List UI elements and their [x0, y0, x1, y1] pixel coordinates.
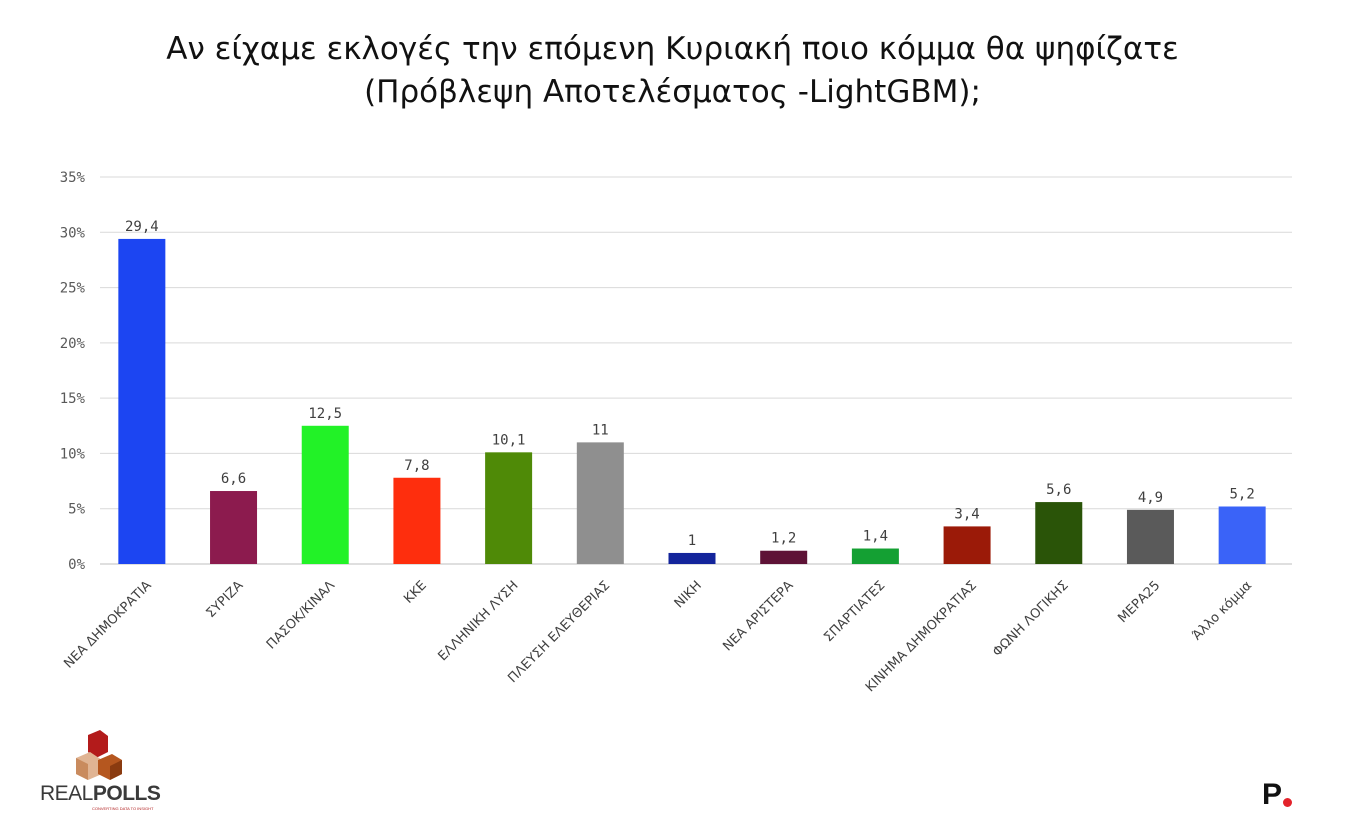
x-tick-label: ΣΥΡΙΖΑ	[203, 578, 246, 621]
bar-value-label: 6,6	[221, 471, 246, 487]
x-tick-label: ΠΑΣΟΚ/ΚΙΝΑΛ	[264, 578, 338, 652]
y-tick-label: 15%	[60, 391, 86, 407]
publisher-red-dot-icon	[1283, 798, 1292, 807]
realpolls-logo: REALPOLLS CONVERTING DATA TO INSIGHT	[40, 730, 161, 811]
bar-value-label: 29,4	[125, 219, 159, 235]
bar	[943, 526, 991, 564]
y-tick-label: 35%	[60, 170, 86, 186]
gridlines	[100, 176, 1292, 565]
x-axis-ticks: ΝΕΑ ΔΗΜΟΚΡΑΤΙΑ ΣΥΡΙΖΑ ΠΑΣΟΚ/ΚΙΝΑΛ ΚΚΕ ΕΛΛΗΝΙ…	[61, 578, 1255, 695]
x-tick-label: ΝΙΚΗ	[672, 578, 705, 611]
bar-value-label: 1,4	[863, 529, 888, 545]
x-tick-label: ΚΚΕ	[401, 578, 429, 606]
realpolls-wordmark-polls: POLLS	[92, 782, 161, 805]
bar-value-label: 10,1	[492, 432, 526, 448]
realpolls-wordmark: REALPOLLS	[40, 782, 161, 806]
bar	[851, 548, 899, 564]
bar	[301, 425, 349, 564]
y-tick-label: 20%	[60, 336, 86, 352]
bar-value-label: 1	[688, 533, 696, 549]
x-tick-label: Άλλο κόμμα	[1190, 578, 1255, 643]
realpolls-wordmark-real: REAL	[40, 782, 93, 805]
realpolls-tagline: CONVERTING DATA TO INSIGHT	[92, 806, 154, 811]
bar-value-label: 11	[592, 422, 609, 438]
bar	[1218, 506, 1266, 564]
bar	[576, 442, 624, 564]
publisher-p-logo: P	[1262, 780, 1302, 816]
x-tick-label: ΜΕΡΑ25	[1115, 578, 1163, 626]
publisher-p-letter: P	[1262, 778, 1283, 811]
bar	[668, 552, 716, 564]
bar-value-label: 5,2	[1230, 487, 1255, 503]
x-tick-label: ΠΛΕΥΣΗ ΕΛΕΥΘΕΡΙΑΣ	[505, 578, 613, 686]
x-tick-label: ΝΕΑ ΑΡΙΣΤΕΡΑ	[720, 578, 796, 654]
bar-value-label: 4,9	[1138, 490, 1163, 506]
x-tick-label: ΝΕΑ ΔΗΜΟΚΡΑΤΙΑ	[61, 578, 154, 671]
x-tick-label: ΣΠΑΡΤΙΑΤΕΣ	[821, 578, 888, 645]
bar-value-label: 12,5	[308, 406, 342, 422]
bar	[760, 550, 808, 564]
bar-value-label: 5,6	[1046, 482, 1071, 498]
bar-value-label: 7,8	[404, 458, 429, 474]
bars	[118, 238, 1266, 565]
x-tick-label: ΕΛΛΗΝΙΚΗ ΛΥΣΗ	[435, 578, 521, 664]
y-axis-ticks: 0% 5% 10% 15% 20% 25% 30% 35%	[60, 170, 86, 573]
bar	[485, 452, 533, 564]
y-tick-label: 25%	[60, 281, 86, 297]
bar	[393, 477, 441, 564]
chart-title: Αν είχαμε εκλογές την επόμενη Κυριακή πο…	[0, 28, 1345, 114]
x-tick-label: ΦΩΝΗ ΛΟΓΙΚΗΣ	[990, 578, 1072, 660]
y-tick-label: 5%	[68, 502, 85, 518]
y-tick-label: 30%	[60, 225, 86, 241]
bar-value-label: 1,2	[771, 531, 796, 547]
chart-title-line-1: Αν είχαμε εκλογές την επόμενη Κυριακή πο…	[166, 31, 1179, 67]
bar	[118, 238, 166, 565]
realpolls-cube-icon	[76, 730, 122, 780]
y-tick-label: 10%	[60, 446, 86, 462]
chart-title-line-2: (Πρόβλεψη Αποτελέσματος -LightGBM);	[364, 74, 981, 110]
bar	[1126, 509, 1174, 564]
bar	[1035, 502, 1083, 564]
y-tick-label: 0%	[68, 557, 85, 573]
bar	[210, 491, 258, 564]
bar-value-label: 3,4	[954, 506, 979, 522]
